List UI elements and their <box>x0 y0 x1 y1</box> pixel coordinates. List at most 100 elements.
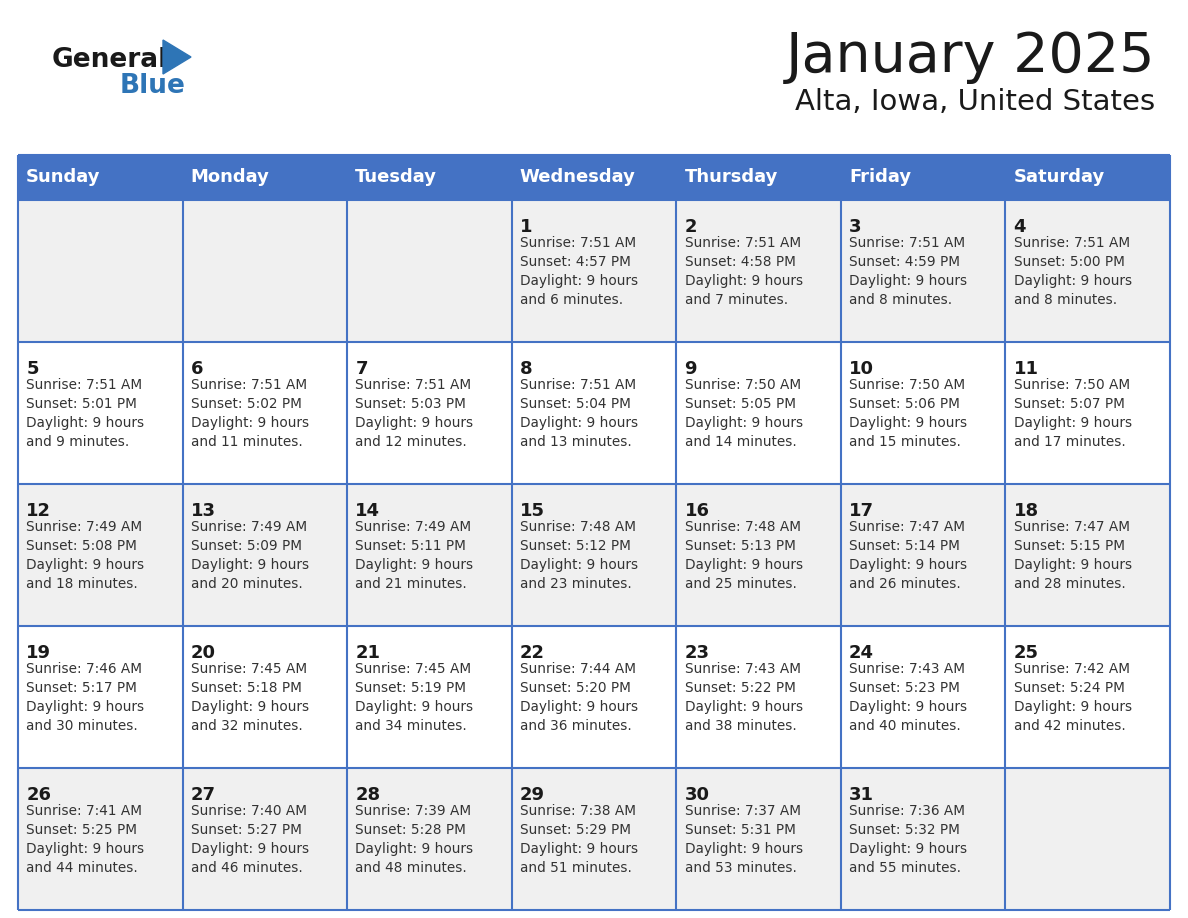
Text: 2: 2 <box>684 218 697 236</box>
Text: Wednesday: Wednesday <box>520 169 636 186</box>
Text: 3: 3 <box>849 218 861 236</box>
Bar <box>18 200 183 342</box>
Bar <box>347 484 512 626</box>
Text: Sunrise: 7:51 AM
Sunset: 4:58 PM
Daylight: 9 hours
and 7 minutes.: Sunrise: 7:51 AM Sunset: 4:58 PM Dayligh… <box>684 236 803 307</box>
Bar <box>183 342 347 484</box>
Text: Sunrise: 7:45 AM
Sunset: 5:18 PM
Daylight: 9 hours
and 32 minutes.: Sunrise: 7:45 AM Sunset: 5:18 PM Dayligh… <box>191 662 309 733</box>
Bar <box>512 626 676 768</box>
Text: 29: 29 <box>520 786 545 804</box>
Text: General: General <box>52 47 169 73</box>
Bar <box>512 342 676 484</box>
Bar <box>18 155 1170 200</box>
Text: Blue: Blue <box>120 73 185 99</box>
Bar <box>841 484 1005 626</box>
Bar <box>1005 768 1170 910</box>
Text: Monday: Monday <box>191 169 270 186</box>
Text: 16: 16 <box>684 502 709 520</box>
Text: 18: 18 <box>1013 502 1038 520</box>
Bar <box>1005 342 1170 484</box>
Text: Sunrise: 7:45 AM
Sunset: 5:19 PM
Daylight: 9 hours
and 34 minutes.: Sunrise: 7:45 AM Sunset: 5:19 PM Dayligh… <box>355 662 474 733</box>
Text: 24: 24 <box>849 644 874 662</box>
Text: 15: 15 <box>520 502 545 520</box>
Text: 20: 20 <box>191 644 216 662</box>
Text: Tuesday: Tuesday <box>355 169 437 186</box>
Text: Sunday: Sunday <box>26 169 101 186</box>
Polygon shape <box>163 40 191 74</box>
Bar <box>676 768 841 910</box>
Bar <box>841 768 1005 910</box>
Text: Sunrise: 7:40 AM
Sunset: 5:27 PM
Daylight: 9 hours
and 46 minutes.: Sunrise: 7:40 AM Sunset: 5:27 PM Dayligh… <box>191 804 309 875</box>
Text: Sunrise: 7:48 AM
Sunset: 5:12 PM
Daylight: 9 hours
and 23 minutes.: Sunrise: 7:48 AM Sunset: 5:12 PM Dayligh… <box>520 520 638 591</box>
Text: Sunrise: 7:39 AM
Sunset: 5:28 PM
Daylight: 9 hours
and 48 minutes.: Sunrise: 7:39 AM Sunset: 5:28 PM Dayligh… <box>355 804 474 875</box>
Bar <box>18 342 183 484</box>
Text: 6: 6 <box>191 360 203 378</box>
Bar <box>841 200 1005 342</box>
Text: Sunrise: 7:43 AM
Sunset: 5:23 PM
Daylight: 9 hours
and 40 minutes.: Sunrise: 7:43 AM Sunset: 5:23 PM Dayligh… <box>849 662 967 733</box>
Text: 8: 8 <box>520 360 532 378</box>
Bar <box>347 342 512 484</box>
Bar <box>18 626 183 768</box>
Text: Sunrise: 7:50 AM
Sunset: 5:07 PM
Daylight: 9 hours
and 17 minutes.: Sunrise: 7:50 AM Sunset: 5:07 PM Dayligh… <box>1013 378 1132 449</box>
Text: 9: 9 <box>684 360 697 378</box>
Text: Sunrise: 7:44 AM
Sunset: 5:20 PM
Daylight: 9 hours
and 36 minutes.: Sunrise: 7:44 AM Sunset: 5:20 PM Dayligh… <box>520 662 638 733</box>
Text: 4: 4 <box>1013 218 1026 236</box>
Text: Sunrise: 7:49 AM
Sunset: 5:11 PM
Daylight: 9 hours
and 21 minutes.: Sunrise: 7:49 AM Sunset: 5:11 PM Dayligh… <box>355 520 474 591</box>
Bar <box>512 200 676 342</box>
Bar <box>18 768 183 910</box>
Text: Sunrise: 7:47 AM
Sunset: 5:15 PM
Daylight: 9 hours
and 28 minutes.: Sunrise: 7:47 AM Sunset: 5:15 PM Dayligh… <box>1013 520 1132 591</box>
Text: Sunrise: 7:51 AM
Sunset: 5:04 PM
Daylight: 9 hours
and 13 minutes.: Sunrise: 7:51 AM Sunset: 5:04 PM Dayligh… <box>520 378 638 449</box>
Text: Alta, Iowa, United States: Alta, Iowa, United States <box>795 88 1155 116</box>
Bar <box>1005 200 1170 342</box>
Bar <box>512 484 676 626</box>
Text: 26: 26 <box>26 786 51 804</box>
Text: Sunrise: 7:51 AM
Sunset: 5:01 PM
Daylight: 9 hours
and 9 minutes.: Sunrise: 7:51 AM Sunset: 5:01 PM Dayligh… <box>26 378 145 449</box>
Text: Sunrise: 7:51 AM
Sunset: 4:59 PM
Daylight: 9 hours
and 8 minutes.: Sunrise: 7:51 AM Sunset: 4:59 PM Dayligh… <box>849 236 967 307</box>
Text: 19: 19 <box>26 644 51 662</box>
Bar <box>676 342 841 484</box>
Text: 11: 11 <box>1013 360 1038 378</box>
Text: Sunrise: 7:47 AM
Sunset: 5:14 PM
Daylight: 9 hours
and 26 minutes.: Sunrise: 7:47 AM Sunset: 5:14 PM Dayligh… <box>849 520 967 591</box>
Text: Sunrise: 7:43 AM
Sunset: 5:22 PM
Daylight: 9 hours
and 38 minutes.: Sunrise: 7:43 AM Sunset: 5:22 PM Dayligh… <box>684 662 803 733</box>
Bar <box>18 484 183 626</box>
Text: 31: 31 <box>849 786 874 804</box>
Bar <box>183 484 347 626</box>
Text: Sunrise: 7:49 AM
Sunset: 5:08 PM
Daylight: 9 hours
and 18 minutes.: Sunrise: 7:49 AM Sunset: 5:08 PM Dayligh… <box>26 520 145 591</box>
Text: 23: 23 <box>684 644 709 662</box>
Text: Sunrise: 7:50 AM
Sunset: 5:05 PM
Daylight: 9 hours
and 14 minutes.: Sunrise: 7:50 AM Sunset: 5:05 PM Dayligh… <box>684 378 803 449</box>
Text: Thursday: Thursday <box>684 169 778 186</box>
Text: 10: 10 <box>849 360 874 378</box>
Text: Sunrise: 7:48 AM
Sunset: 5:13 PM
Daylight: 9 hours
and 25 minutes.: Sunrise: 7:48 AM Sunset: 5:13 PM Dayligh… <box>684 520 803 591</box>
Bar <box>347 200 512 342</box>
Text: 21: 21 <box>355 644 380 662</box>
Text: Sunrise: 7:46 AM
Sunset: 5:17 PM
Daylight: 9 hours
and 30 minutes.: Sunrise: 7:46 AM Sunset: 5:17 PM Dayligh… <box>26 662 145 733</box>
Bar <box>347 626 512 768</box>
Text: 12: 12 <box>26 502 51 520</box>
Text: 13: 13 <box>191 502 216 520</box>
Text: 22: 22 <box>520 644 545 662</box>
Bar <box>676 484 841 626</box>
Text: Sunrise: 7:42 AM
Sunset: 5:24 PM
Daylight: 9 hours
and 42 minutes.: Sunrise: 7:42 AM Sunset: 5:24 PM Dayligh… <box>1013 662 1132 733</box>
Text: 25: 25 <box>1013 644 1038 662</box>
Text: 30: 30 <box>684 786 709 804</box>
Text: 27: 27 <box>191 786 216 804</box>
Bar <box>1005 484 1170 626</box>
Text: 28: 28 <box>355 786 380 804</box>
Text: Friday: Friday <box>849 169 911 186</box>
Text: Sunrise: 7:51 AM
Sunset: 5:00 PM
Daylight: 9 hours
and 8 minutes.: Sunrise: 7:51 AM Sunset: 5:00 PM Dayligh… <box>1013 236 1132 307</box>
Text: Saturday: Saturday <box>1013 169 1105 186</box>
Bar <box>676 626 841 768</box>
Text: 5: 5 <box>26 360 39 378</box>
Bar <box>512 768 676 910</box>
Text: Sunrise: 7:38 AM
Sunset: 5:29 PM
Daylight: 9 hours
and 51 minutes.: Sunrise: 7:38 AM Sunset: 5:29 PM Dayligh… <box>520 804 638 875</box>
Text: 14: 14 <box>355 502 380 520</box>
Bar <box>183 768 347 910</box>
Text: Sunrise: 7:36 AM
Sunset: 5:32 PM
Daylight: 9 hours
and 55 minutes.: Sunrise: 7:36 AM Sunset: 5:32 PM Dayligh… <box>849 804 967 875</box>
Text: 1: 1 <box>520 218 532 236</box>
Text: Sunrise: 7:37 AM
Sunset: 5:31 PM
Daylight: 9 hours
and 53 minutes.: Sunrise: 7:37 AM Sunset: 5:31 PM Dayligh… <box>684 804 803 875</box>
Text: Sunrise: 7:50 AM
Sunset: 5:06 PM
Daylight: 9 hours
and 15 minutes.: Sunrise: 7:50 AM Sunset: 5:06 PM Dayligh… <box>849 378 967 449</box>
Text: January 2025: January 2025 <box>785 30 1155 84</box>
Bar <box>1005 626 1170 768</box>
Bar <box>183 626 347 768</box>
Bar <box>347 768 512 910</box>
Bar <box>841 342 1005 484</box>
